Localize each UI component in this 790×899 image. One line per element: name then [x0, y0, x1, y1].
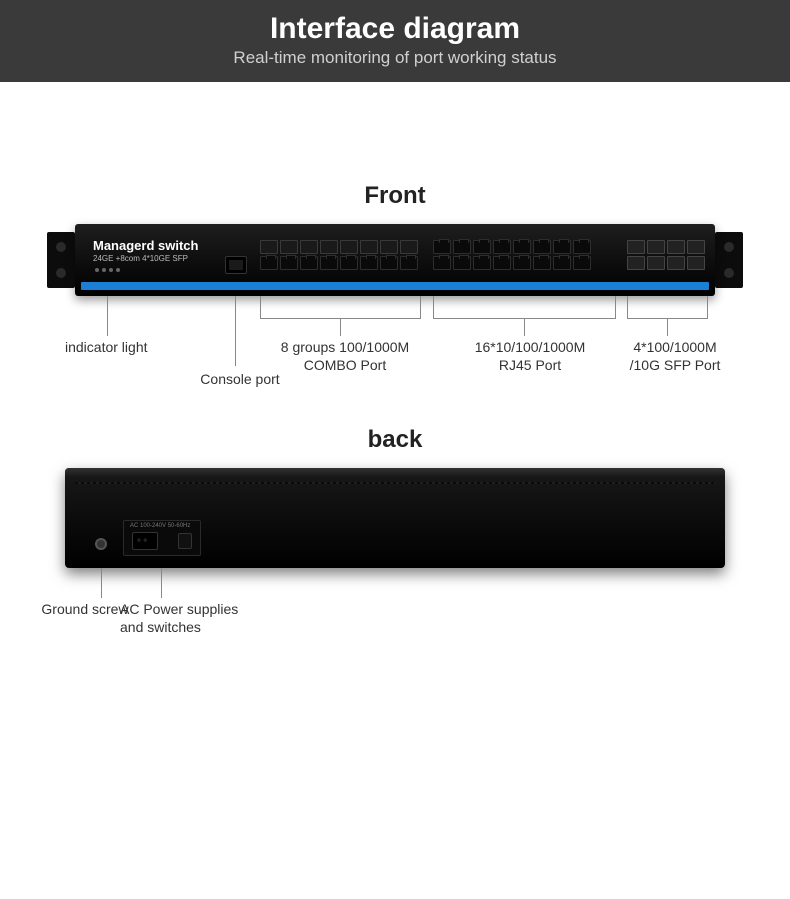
callout-line — [627, 296, 628, 318]
device-subtitle: 24GE +8com 4*10GE SFP — [93, 254, 198, 263]
callout-line — [235, 296, 236, 366]
callout-line — [433, 296, 434, 318]
iec-power-inlet — [132, 532, 158, 550]
callout-sfp: 4*100/1000M /10G SFP Port — [620, 338, 730, 374]
power-switch — [178, 533, 192, 549]
back-top-edge — [65, 468, 725, 476]
front-device-container: Managerd switch 24GE +8com 4*10GE SFP — [0, 224, 790, 296]
header-banner: Interface diagram Real-time monitoring o… — [0, 0, 790, 82]
accent-strip — [81, 282, 709, 290]
callout-line — [667, 318, 668, 336]
device-title: Managerd switch — [93, 238, 198, 253]
callout-line — [340, 318, 341, 336]
rack-ear-left — [47, 232, 75, 288]
indicator-lights — [95, 268, 120, 272]
vent-strip — [75, 482, 715, 484]
sfp-port-group — [627, 240, 705, 270]
callout-line — [615, 296, 616, 318]
rj45-port-group — [433, 240, 591, 270]
callout-line — [707, 296, 708, 318]
ground-screw — [95, 538, 107, 550]
console-port — [225, 256, 247, 274]
front-label: Front — [0, 182, 790, 210]
front-chassis: Managerd switch 24GE +8com 4*10GE SFP — [75, 224, 715, 296]
callout-combo: 8 groups 100/1000M COMBO Port — [260, 338, 430, 374]
device-branding: Managerd switch 24GE +8com 4*10GE SFP — [93, 238, 198, 263]
callout-indicator: indicator light — [65, 338, 185, 356]
back-device: AC 100-240V 50-60Hz — [65, 468, 725, 568]
callout-rj45: 16*10/100/1000M RJ45 Port — [455, 338, 605, 374]
callout-line — [420, 296, 421, 318]
callout-power: AC Power supplies and switches — [120, 600, 280, 636]
back-section: back AC 100-240V 50-60Hz Ground screw AC… — [0, 426, 790, 568]
rack-ear-right — [715, 232, 743, 288]
power-supply-module: AC 100-240V 50-60Hz — [123, 520, 201, 556]
callout-line — [101, 568, 102, 598]
page-title: Interface diagram — [0, 12, 790, 46]
page-subtitle: Real-time monitoring of port working sta… — [0, 48, 790, 68]
callout-line — [161, 568, 162, 598]
front-section: Front Managerd switch 24GE +8com 4*10GE … — [0, 182, 790, 296]
back-chassis: AC 100-240V 50-60Hz — [65, 468, 725, 568]
back-label: back — [0, 426, 790, 454]
front-device: Managerd switch 24GE +8com 4*10GE SFP — [75, 224, 715, 296]
psu-rating-label: AC 100-240V 50-60Hz — [130, 523, 190, 529]
callout-line — [107, 296, 108, 336]
callout-line — [260, 296, 261, 318]
combo-port-group — [260, 240, 418, 270]
callout-line — [524, 318, 525, 336]
